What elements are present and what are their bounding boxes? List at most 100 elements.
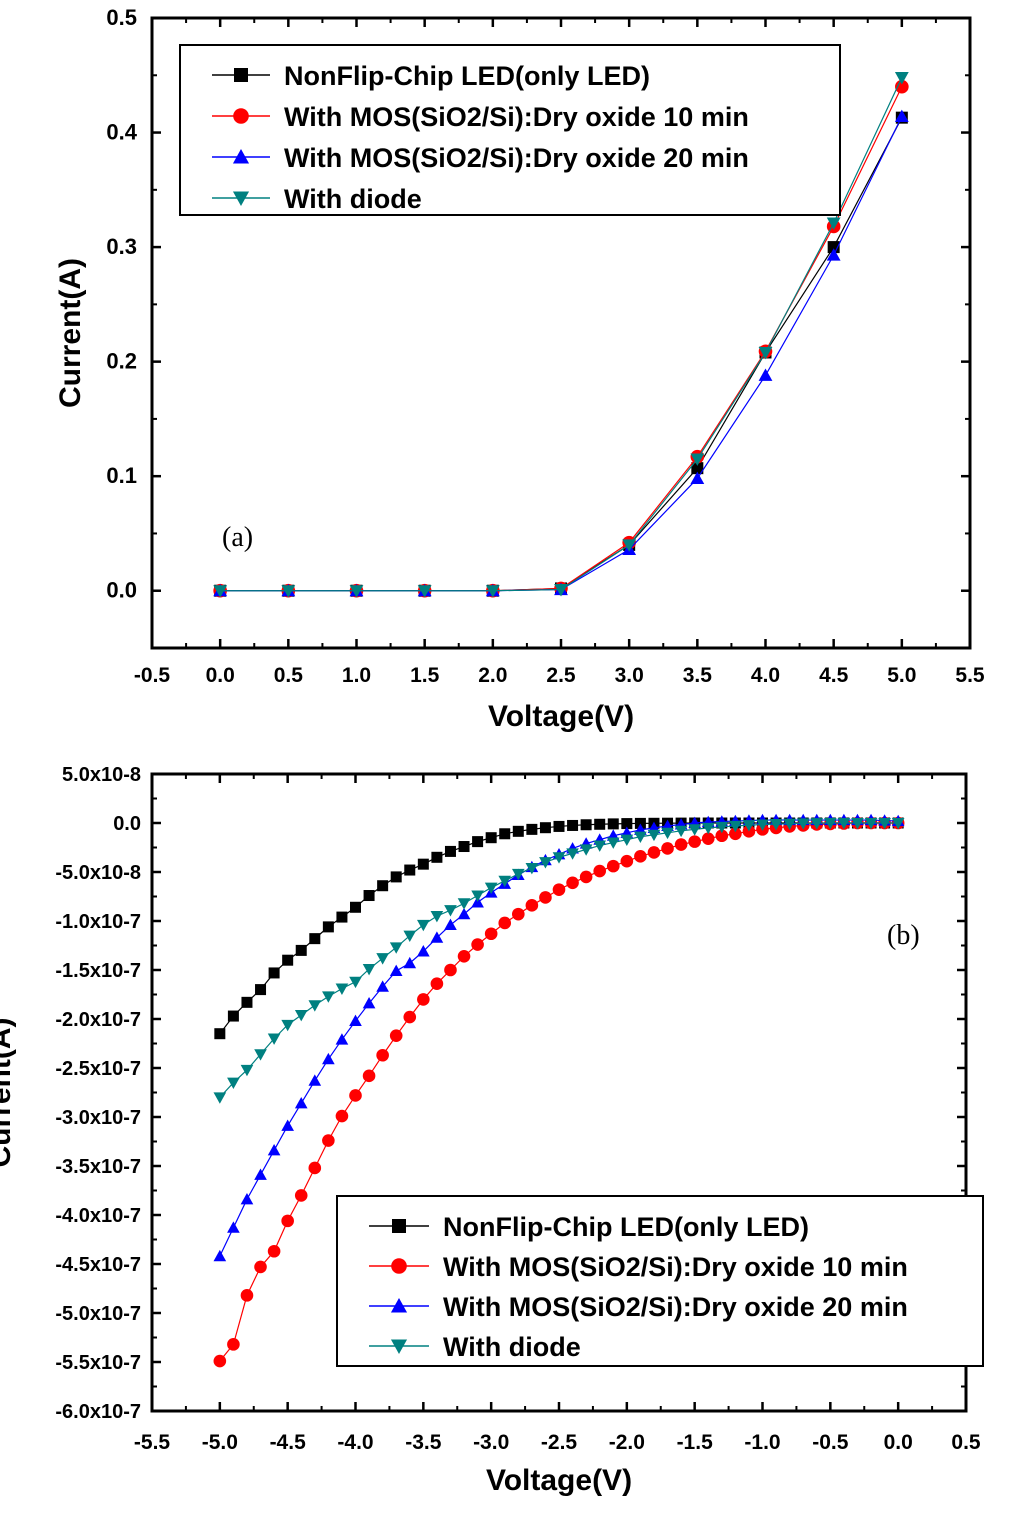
data-point-series-2: [254, 1260, 267, 1274]
data-point-series-3: [376, 980, 389, 992]
y-tick-label: 0.4: [106, 120, 137, 145]
legend-marker-3: [390, 1297, 408, 1313]
data-point-series-4: [783, 818, 796, 831]
data-point-series-4: [593, 840, 607, 852]
data-point-series-3: [457, 907, 471, 920]
data-point-series-4: [796, 818, 810, 830]
data-point-series-2: [512, 907, 525, 921]
x-tick-label: -0.5: [812, 1431, 849, 1454]
data-point-series-3: [294, 1096, 308, 1109]
data-point-series-3: [758, 368, 773, 381]
legend-label-3: With MOS(SiO2/Si):Dry oxide 20 min: [284, 143, 749, 173]
panel-label: (b): [887, 920, 920, 951]
data-point-series-1: [580, 819, 592, 831]
data-point-series-3: [894, 109, 909, 123]
data-point-series-4: [715, 821, 729, 834]
data-point-series-4: [742, 820, 756, 832]
legend-marker-2: [233, 108, 249, 124]
data-point-series-4: [690, 453, 705, 466]
data-point-series-2: [647, 846, 661, 859]
y-tick-label: 0.0: [106, 578, 137, 603]
data-point-series-4: [606, 837, 620, 849]
data-point-series-2: [362, 1069, 376, 1083]
y-tick-label: 0.3: [106, 234, 137, 259]
y-tick-label: -5.0x10-7: [55, 1303, 141, 1325]
x-tick-label: -4.5: [270, 1431, 307, 1454]
legend-marker-1: [234, 68, 248, 82]
data-point-series-1: [431, 851, 443, 863]
data-point-series-2: [606, 859, 620, 873]
data-point-series-3: [213, 1249, 227, 1262]
data-point-series-1: [526, 823, 538, 835]
legend-box: [336, 1195, 984, 1367]
data-point-series-4: [864, 817, 878, 830]
data-point-series-2: [895, 79, 909, 94]
y-tick-label: -1.0x10-7: [55, 911, 141, 933]
data-point-series-1: [363, 890, 375, 902]
data-point-series-4: [826, 217, 841, 230]
x-tick-label: -5.0: [202, 1431, 238, 1454]
data-point-series-3: [403, 956, 417, 969]
data-point-series-4: [552, 852, 566, 864]
y-tick-label: 0.0: [113, 813, 141, 835]
x-tick-label: 2.5: [546, 664, 576, 687]
data-point-series-1: [282, 954, 294, 966]
data-point-series-3: [430, 931, 444, 943]
data-point-series-1: [390, 871, 402, 883]
data-point-series-1: [485, 832, 497, 844]
data-point-series-4: [294, 1010, 308, 1022]
y-axis-label: Current(A): [54, 258, 87, 408]
data-point-series-4: [240, 1064, 254, 1077]
x-tick-label: 1.0: [342, 664, 371, 687]
x-tick-label: 3.0: [615, 664, 644, 687]
y-tick-label: -3.0x10-7: [55, 1107, 141, 1129]
data-point-series-3: [826, 248, 841, 261]
data-point-series-2: [701, 832, 715, 845]
series-line-4: [219, 822, 899, 1098]
data-point-series-2: [634, 850, 647, 863]
data-point-series-2: [688, 835, 701, 848]
legend-marker-2: [391, 1258, 407, 1274]
data-point-series-1: [404, 864, 416, 876]
x-tick-label: 5.0: [887, 664, 916, 687]
y-tick-label: -5.5x10-7: [55, 1352, 141, 1374]
data-point-series-4: [701, 822, 715, 835]
data-point-series-2: [417, 993, 430, 1006]
data-point-series-2: [308, 1161, 322, 1175]
y-tick-label: -5.0x10-8: [55, 862, 141, 884]
series-layer: [213, 72, 909, 598]
data-point-series-3: [690, 471, 705, 484]
data-point-series-1: [499, 828, 511, 840]
data-point-series-4: [620, 834, 634, 846]
data-point-series-4: [308, 1000, 322, 1012]
data-point-series-1: [309, 933, 321, 945]
data-point-series-2: [715, 829, 729, 843]
data-point-series-3: [308, 1074, 322, 1086]
data-point-series-4: [647, 829, 661, 842]
data-point-series-1: [634, 817, 646, 829]
legend-box: [179, 44, 841, 216]
data-point-series-2: [227, 1338, 240, 1351]
data-point-series-4: [267, 1033, 281, 1045]
x-tick-label: 0.0: [884, 1431, 913, 1454]
data-point-series-4: [824, 817, 837, 830]
data-point-series-4: [457, 898, 471, 910]
data-point-series-4: [389, 942, 403, 954]
data-point-series-2: [525, 899, 539, 912]
data-point-series-2: [403, 1010, 417, 1024]
legend-marker-3: [232, 148, 250, 164]
data-point-series-2: [376, 1048, 389, 1062]
data-point-series-1: [691, 462, 704, 475]
data-point-series-1: [539, 822, 551, 834]
x-tick-label: 4.0: [751, 664, 780, 687]
x-tick-label: 5.5: [955, 664, 985, 687]
data-point-series-1: [417, 858, 429, 870]
data-point-series-3: [349, 1014, 362, 1027]
data-point-series-2: [213, 1354, 227, 1368]
data-point-series-3: [389, 964, 403, 977]
data-point-series-2: [498, 916, 512, 930]
data-point-series-4: [758, 346, 773, 360]
data-point-series-4: [362, 963, 376, 976]
data-point-series-2: [349, 1089, 362, 1102]
data-point-series-4: [484, 882, 498, 895]
